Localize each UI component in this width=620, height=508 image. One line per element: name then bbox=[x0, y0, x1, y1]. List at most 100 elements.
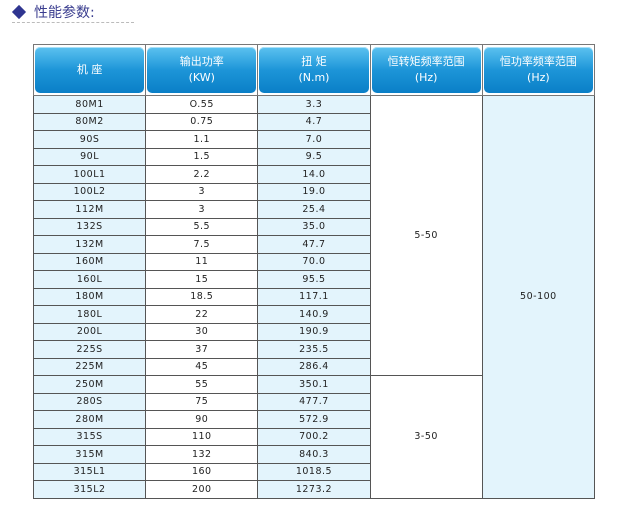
table-row: 315L2 200 1273.2 bbox=[32, 480, 595, 499]
cell-power: O.55 bbox=[145, 95, 259, 114]
cell-power: 15 bbox=[145, 270, 259, 289]
header-unit: (Hz) bbox=[527, 71, 550, 84]
table-row: 160L 15 95.5 bbox=[32, 270, 595, 289]
cell-frame: 80M2 bbox=[32, 112, 147, 131]
cell-power: 30 bbox=[145, 322, 259, 341]
cell-torque: 140.9 bbox=[257, 305, 371, 324]
cell-torque: 477.7 bbox=[257, 392, 371, 411]
header-unit: (KW) bbox=[188, 71, 215, 84]
cell-power: 45 bbox=[145, 357, 259, 376]
cell-power: 2.2 bbox=[145, 165, 259, 184]
cell-frame: 180M bbox=[32, 287, 147, 306]
cell-frame: 280S bbox=[32, 392, 147, 411]
cell-frame: 280M bbox=[32, 410, 147, 429]
header-constant-power-range: 恒功率频率范围 (Hz) bbox=[481, 44, 596, 96]
cell-frame: 250M bbox=[32, 375, 147, 394]
cell-frame: 225S bbox=[32, 340, 147, 359]
cell-frame: 200L bbox=[32, 322, 147, 341]
cell-power: 3 bbox=[145, 200, 259, 219]
header-constant-torque-range: 恒转矩频率范围 (Hz) bbox=[369, 44, 483, 96]
cell-frame: 90L bbox=[32, 147, 147, 166]
table-row: 315M 132 840.3 bbox=[32, 445, 595, 464]
cell-power: 7.5 bbox=[145, 235, 259, 254]
cell-frame: 100L1 bbox=[32, 165, 147, 184]
cell-torque: 700.2 bbox=[257, 427, 371, 446]
cell-power: 3 bbox=[145, 182, 259, 201]
cell-torque: 19.0 bbox=[257, 182, 371, 201]
cell-power: 200 bbox=[145, 480, 259, 499]
cell-torque: 25.4 bbox=[257, 200, 371, 219]
table-row: 250M 55 350.1 3-50 bbox=[32, 375, 595, 499]
dashed-divider bbox=[12, 22, 134, 23]
cell-torque: 9.5 bbox=[257, 147, 371, 166]
table-row: 80M1 O.55 3.3 5-50 50-100 bbox=[32, 95, 596, 499]
table-row: 132S 5.5 35.0 bbox=[32, 217, 595, 236]
cell-frame: 315L2 bbox=[32, 480, 147, 499]
header-label: 恒功率频率范围 bbox=[499, 55, 577, 68]
cell-power: 22 bbox=[145, 305, 259, 324]
cell-torque: 190.9 bbox=[257, 322, 371, 341]
cell-torque: 4.7 bbox=[257, 112, 371, 131]
header-label: 输出功率 bbox=[179, 55, 224, 68]
cell-torque: 14.0 bbox=[257, 165, 371, 184]
cell-torque: 840.3 bbox=[257, 445, 371, 464]
table-row: 225M 45 286.4 bbox=[32, 357, 595, 376]
section-title: 性能参数: bbox=[34, 5, 95, 21]
cell-torque: 1018.5 bbox=[257, 462, 371, 481]
cell-frame: 132M bbox=[32, 235, 147, 254]
cell-power: 18.5 bbox=[145, 287, 259, 306]
cell-torque: 286.4 bbox=[257, 357, 371, 376]
cell-frame: 100L2 bbox=[32, 182, 147, 201]
cell-constant-torque-range: 3-50 bbox=[369, 375, 483, 499]
cell-power: 37 bbox=[145, 340, 259, 359]
header-row: 机 座 输出功率 (KW) 扭 矩 (N.m) 恒转矩频率范围 (Hz) 恒功率频率范… bbox=[32, 44, 596, 96]
cell-constant-power-range: 50-100 bbox=[481, 95, 596, 499]
cell-power: 5.5 bbox=[145, 217, 259, 236]
cell-power: 0.75 bbox=[145, 112, 259, 131]
cell-frame: 225M bbox=[32, 357, 147, 376]
cell-frame: 90S bbox=[32, 130, 147, 149]
table-row: 100L2 3 19.0 bbox=[32, 182, 595, 201]
table-row: 100L1 2.2 14.0 bbox=[32, 165, 595, 184]
cell-torque: 350.1 bbox=[257, 375, 371, 394]
table-row: 280M 90 572.9 bbox=[32, 410, 595, 429]
cell-power: 160 bbox=[145, 462, 259, 481]
cell-frame: 180L bbox=[32, 305, 147, 324]
header-unit: (Hz) bbox=[414, 71, 438, 84]
cell-power: 11 bbox=[145, 252, 259, 271]
table-row: 315L1 160 1018.5 bbox=[32, 462, 595, 481]
cell-torque: 3.3 bbox=[257, 95, 371, 114]
cell-torque: 572.9 bbox=[257, 410, 371, 429]
header-label: 扭 矩 bbox=[301, 55, 327, 68]
header-torque: 扭 矩 (N.m) bbox=[257, 44, 371, 96]
cell-torque: 70.0 bbox=[257, 252, 371, 271]
cell-power: 132 bbox=[145, 445, 259, 464]
cell-power: 90 bbox=[145, 410, 259, 429]
cell-frame: 80M1 bbox=[32, 95, 147, 114]
cell-frame: 160L bbox=[32, 270, 147, 289]
table-row: 280S 75 477.7 bbox=[32, 392, 595, 411]
cell-frame: 160M bbox=[32, 252, 147, 271]
cell-power: 110 bbox=[145, 427, 259, 446]
header-power: 输出功率 (KW) bbox=[145, 44, 259, 96]
cell-torque: 35.0 bbox=[257, 217, 371, 236]
table-row: 132M 7.5 47.7 bbox=[32, 235, 595, 254]
cell-frame: 112M bbox=[32, 200, 147, 219]
cell-power: 1.5 bbox=[145, 147, 259, 166]
cell-torque: 95.5 bbox=[257, 270, 371, 289]
cell-frame: 315M bbox=[32, 445, 147, 464]
cell-torque: 235.5 bbox=[257, 340, 371, 359]
cell-frame: 315L1 bbox=[32, 462, 147, 481]
performance-table: 机 座 输出功率 (KW) 扭 矩 (N.m) 恒转矩频率范围 (Hz) 恒功率频率范… bbox=[32, 44, 596, 499]
table-row: 90L 1.5 9.5 bbox=[32, 147, 595, 166]
cell-power: 55 bbox=[145, 375, 259, 394]
header-frame: 机 座 bbox=[32, 44, 147, 96]
section-heading: 性能参数: bbox=[11, 2, 95, 22]
header-label: 机 座 bbox=[76, 63, 103, 76]
table-row: 180M 18.5 117.1 bbox=[32, 287, 595, 306]
diamond-bullet-icon bbox=[11, 4, 27, 20]
cell-power: 1.1 bbox=[145, 130, 259, 149]
cell-torque: 7.0 bbox=[257, 130, 371, 149]
header-label: 恒转矩频率范围 bbox=[387, 55, 465, 68]
cell-frame: 132S bbox=[32, 217, 147, 236]
